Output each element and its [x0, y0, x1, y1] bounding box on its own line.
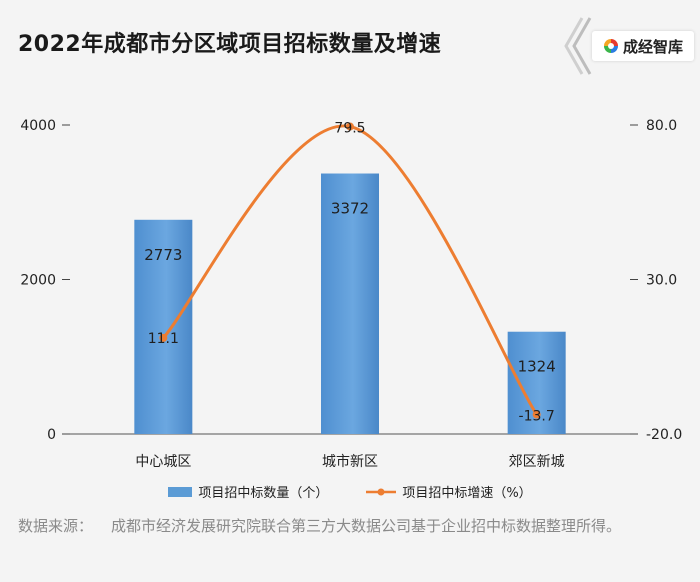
logo-chevron-decoration	[564, 17, 592, 75]
legend-item-count[interactable]: 项目招中标数量（个）	[168, 482, 328, 501]
x-category-label: 城市新区	[322, 453, 378, 470]
bar-1	[134, 219, 193, 434]
y-left-tick-label: 2000	[20, 273, 56, 289]
bar-data-label: 3372	[331, 200, 369, 218]
y-right-tick-label: -20.0	[646, 427, 682, 443]
chart-title: 2022年成都市分区域项目招标数量及增速	[18, 32, 442, 57]
y-left-tick-label: 4000	[20, 118, 56, 134]
growth-point-1	[159, 333, 168, 342]
chart: 0 2000 4000 -20.0 30.0 80.0 2773 3372 1324 11.1…	[20, 118, 682, 470]
logo-mark-icon	[603, 39, 618, 53]
x-category-label: 中心城区	[135, 454, 191, 470]
y-left-tick-label: 0	[47, 427, 56, 443]
legend-label-growth: 项目招中标增速（%）	[402, 486, 532, 501]
y-right-tick-label: 80.0	[646, 118, 677, 134]
growth-point-2	[346, 122, 354, 131]
logo: 成经智库	[592, 31, 694, 61]
bar-data-label: 1324	[518, 358, 556, 376]
line-data-label: 79.5	[334, 121, 365, 137]
legend-label-count: 项目招中标数量（个）	[198, 486, 329, 501]
legend-bar-swatch	[168, 486, 193, 497]
x-category-label: 郊区新城	[509, 453, 565, 470]
legend-item-growth[interactable]: 项目招中标增速（%）	[366, 482, 532, 501]
y-right-tick-label: 30.0	[646, 273, 677, 289]
source-label: 数据来源：	[18, 517, 94, 535]
line-data-label: 11.1	[148, 331, 179, 347]
bar-2	[321, 173, 379, 434]
logo-text: 成经智库	[622, 37, 683, 56]
bar-data-label: 2773	[144, 246, 182, 264]
growth-point-3	[532, 410, 541, 419]
line-data-label: -13.7	[519, 409, 555, 425]
source-note: 数据来源： 成都市经济发展研究院联合第三方大数据公司基于企业招中标数据整理所得。	[18, 514, 690, 538]
legend: 项目招中标数量（个） 项目招中标增速（%）	[0, 482, 700, 501]
legend-line-swatch	[366, 488, 397, 495]
source-text: 成都市经济发展研究院联合第三方大数据公司基于企业招中标数据整理所得。	[111, 517, 622, 535]
